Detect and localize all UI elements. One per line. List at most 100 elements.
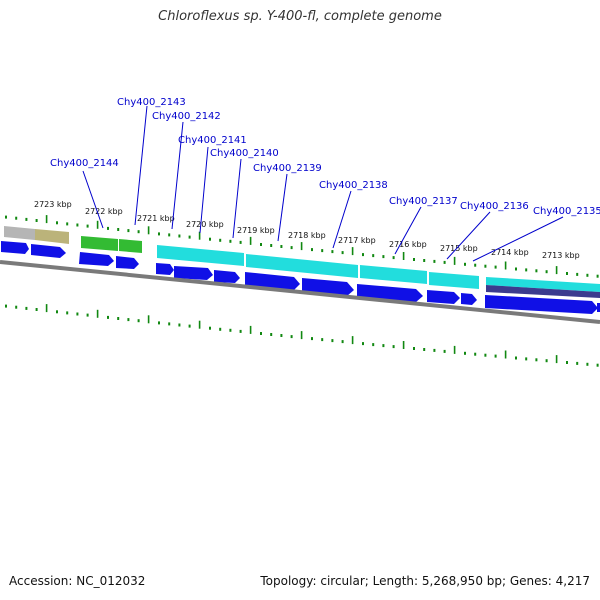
gene-label: Chy400_2140 bbox=[210, 148, 279, 159]
feature-gray bbox=[4, 226, 35, 240]
cds-arrow bbox=[174, 266, 213, 280]
gene-label: Chy400_2135 bbox=[533, 206, 600, 217]
minor-tick bbox=[525, 357, 528, 361]
leader-line bbox=[232, 158, 242, 239]
minor-tick bbox=[576, 361, 579, 365]
minor-tick bbox=[239, 329, 242, 333]
leader-line bbox=[82, 170, 104, 229]
minor-tick bbox=[392, 256, 395, 260]
minor-tick bbox=[66, 311, 69, 315]
cds-arrow bbox=[245, 272, 300, 290]
minor-tick bbox=[423, 259, 426, 262]
minor-tick bbox=[484, 353, 487, 357]
minor-tick bbox=[433, 259, 436, 263]
feature-green-2 bbox=[119, 239, 142, 253]
scale-label: 2718 kbp bbox=[288, 231, 326, 240]
minor-tick bbox=[474, 352, 477, 356]
minor-tick bbox=[127, 229, 130, 233]
accession-label: Accession: NC_012032 bbox=[9, 574, 146, 588]
feature-cyan-5 bbox=[486, 277, 600, 292]
major-tick bbox=[351, 336, 354, 345]
gene-label: Chy400_2142 bbox=[152, 111, 221, 122]
minor-tick bbox=[474, 263, 477, 267]
leader-line bbox=[171, 121, 184, 230]
leader-line bbox=[472, 216, 564, 262]
minor-tick bbox=[209, 326, 211, 330]
minor-tick bbox=[331, 250, 334, 254]
major-tick bbox=[504, 350, 507, 359]
minor-tick bbox=[188, 324, 191, 328]
minor-tick bbox=[290, 335, 293, 339]
minor-tick bbox=[15, 305, 18, 309]
minor-tick bbox=[76, 312, 79, 316]
minor-tick bbox=[331, 339, 334, 343]
feature-cyan-3 bbox=[360, 265, 427, 284]
minor-tick bbox=[117, 317, 120, 320]
gene-label: Chy400_2136 bbox=[460, 201, 529, 212]
minor-tick bbox=[219, 327, 222, 331]
scale-label: 2721 kbp bbox=[137, 214, 175, 223]
cds-arrow bbox=[156, 263, 174, 275]
genome-summary: Topology: circular; Length: 5,268,950 bp… bbox=[260, 574, 590, 588]
gene-label: Chy400_2139 bbox=[253, 163, 322, 174]
minor-tick bbox=[280, 334, 283, 337]
genome-backbone bbox=[0, 260, 600, 324]
major-tick bbox=[249, 236, 252, 245]
scale-label: 2715 kbp bbox=[440, 244, 478, 253]
minor-tick bbox=[341, 340, 344, 344]
minor-tick bbox=[56, 221, 58, 225]
leader-line bbox=[394, 206, 422, 255]
minor-tick bbox=[76, 223, 79, 227]
cds-arrow bbox=[427, 290, 460, 304]
scale-label: 2714 kbp bbox=[491, 248, 529, 257]
minor-tick bbox=[464, 351, 466, 355]
minor-tick bbox=[158, 321, 160, 325]
minor-tick bbox=[443, 349, 446, 353]
minor-tick bbox=[219, 238, 222, 242]
major-tick bbox=[555, 355, 558, 364]
minor-tick bbox=[290, 246, 293, 250]
major-tick bbox=[147, 315, 150, 324]
major-tick bbox=[45, 215, 48, 224]
scale-label: 2713 kbp bbox=[542, 251, 580, 260]
feature-cyan-2 bbox=[246, 254, 358, 278]
leader-line bbox=[199, 146, 209, 234]
major-tick bbox=[96, 309, 99, 318]
minor-tick bbox=[270, 244, 273, 247]
cds-arrow bbox=[214, 270, 240, 283]
gene-label: Chy400_2143 bbox=[117, 97, 186, 108]
minor-tick bbox=[260, 332, 262, 335]
minor-tick bbox=[362, 253, 364, 257]
upper-scale-ticks bbox=[5, 215, 599, 278]
minor-tick bbox=[209, 237, 211, 241]
major-tick bbox=[198, 320, 201, 329]
minor-tick bbox=[362, 342, 364, 346]
feature-olive bbox=[35, 229, 69, 244]
major-tick bbox=[504, 261, 507, 270]
minor-tick bbox=[239, 240, 242, 244]
minor-tick bbox=[25, 217, 28, 221]
gene-label-lines bbox=[82, 105, 564, 262]
minor-tick bbox=[25, 306, 28, 310]
major-tick bbox=[351, 247, 354, 256]
cog-feature-track bbox=[4, 226, 600, 298]
minor-tick bbox=[137, 319, 140, 323]
lower-scale-ticks bbox=[5, 304, 599, 367]
major-tick bbox=[249, 325, 252, 334]
major-tick bbox=[300, 331, 303, 340]
feature-cyan-4 bbox=[429, 272, 479, 289]
minor-tick bbox=[168, 322, 171, 326]
cds-arrow-track bbox=[1, 241, 600, 314]
cds-arrow bbox=[1, 241, 29, 254]
feature-cyan-1 bbox=[157, 245, 244, 266]
minor-tick bbox=[596, 274, 599, 278]
major-tick bbox=[147, 226, 150, 235]
minor-tick bbox=[66, 222, 69, 226]
minor-tick bbox=[107, 226, 109, 230]
minor-tick bbox=[433, 348, 436, 352]
minor-tick bbox=[515, 267, 517, 271]
minor-tick bbox=[117, 228, 120, 231]
minor-tick bbox=[576, 272, 579, 276]
minor-tick bbox=[586, 362, 589, 366]
minor-tick bbox=[423, 348, 426, 351]
